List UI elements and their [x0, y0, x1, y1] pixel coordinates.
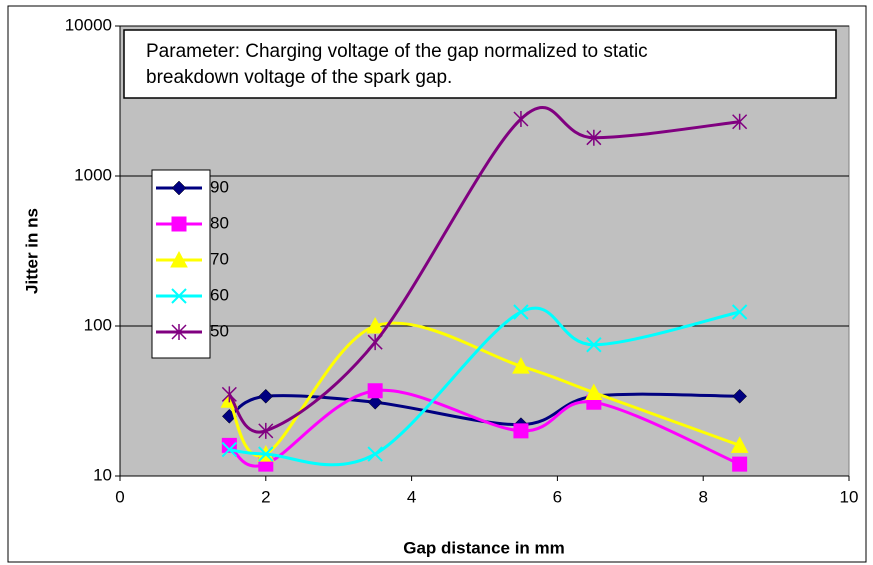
x-tick-label: 8	[698, 487, 707, 506]
legend-marker	[171, 180, 187, 196]
legend-label: 70	[210, 249, 229, 268]
y-tick-label: 10000	[65, 15, 112, 34]
y-tick-label: 10	[93, 465, 112, 484]
data-marker	[258, 446, 274, 462]
data-marker	[367, 394, 383, 410]
plot-background	[119, 25, 850, 477]
annotation-line: Parameter: Charging voltage of the gap n…	[146, 41, 648, 62]
data-marker	[367, 334, 383, 351]
x-tick-label: 10	[840, 487, 859, 506]
plot-area	[115, 25, 850, 481]
annotation-line: breakdown voltage of the spark gap.	[146, 67, 452, 88]
x-tick-label: 0	[115, 487, 124, 506]
data-marker	[513, 304, 529, 320]
data-marker	[366, 316, 384, 334]
data-marker	[512, 357, 530, 374]
data-marker	[258, 388, 274, 404]
data-marker	[513, 423, 529, 439]
x-axis-title: Gap distance in mm	[403, 538, 565, 557]
x-tick-label: 6	[553, 487, 562, 506]
data-marker	[585, 383, 603, 401]
data-marker	[221, 386, 237, 403]
legend-label: 50	[210, 321, 229, 340]
y-axis-title: Jitter in ns	[22, 208, 41, 294]
x-tick-label: 2	[261, 487, 270, 506]
legend-label: 80	[210, 213, 229, 232]
data-marker	[258, 422, 274, 439]
y-tick-label: 1000	[74, 165, 112, 184]
data-marker	[586, 129, 602, 146]
data-marker	[221, 441, 238, 458]
legend-marker	[171, 288, 187, 304]
data-marker	[513, 110, 529, 127]
data-marker	[732, 113, 748, 130]
legend-marker	[170, 250, 188, 268]
legend-label: 60	[210, 285, 229, 304]
data-marker	[367, 383, 383, 399]
data-marker	[732, 456, 748, 472]
data-marker	[730, 436, 749, 453]
legend-label: 90	[210, 177, 229, 196]
annotation-box	[123, 29, 837, 99]
data-marker	[586, 337, 602, 353]
data-marker	[367, 446, 383, 462]
y-tick-label: 100	[84, 315, 112, 334]
series-line	[229, 306, 740, 467]
data-marker	[731, 304, 748, 320]
legend-marker	[171, 324, 187, 340]
legend-marker	[171, 216, 187, 232]
data-marker	[732, 388, 748, 404]
x-tick-label: 4	[407, 487, 416, 506]
